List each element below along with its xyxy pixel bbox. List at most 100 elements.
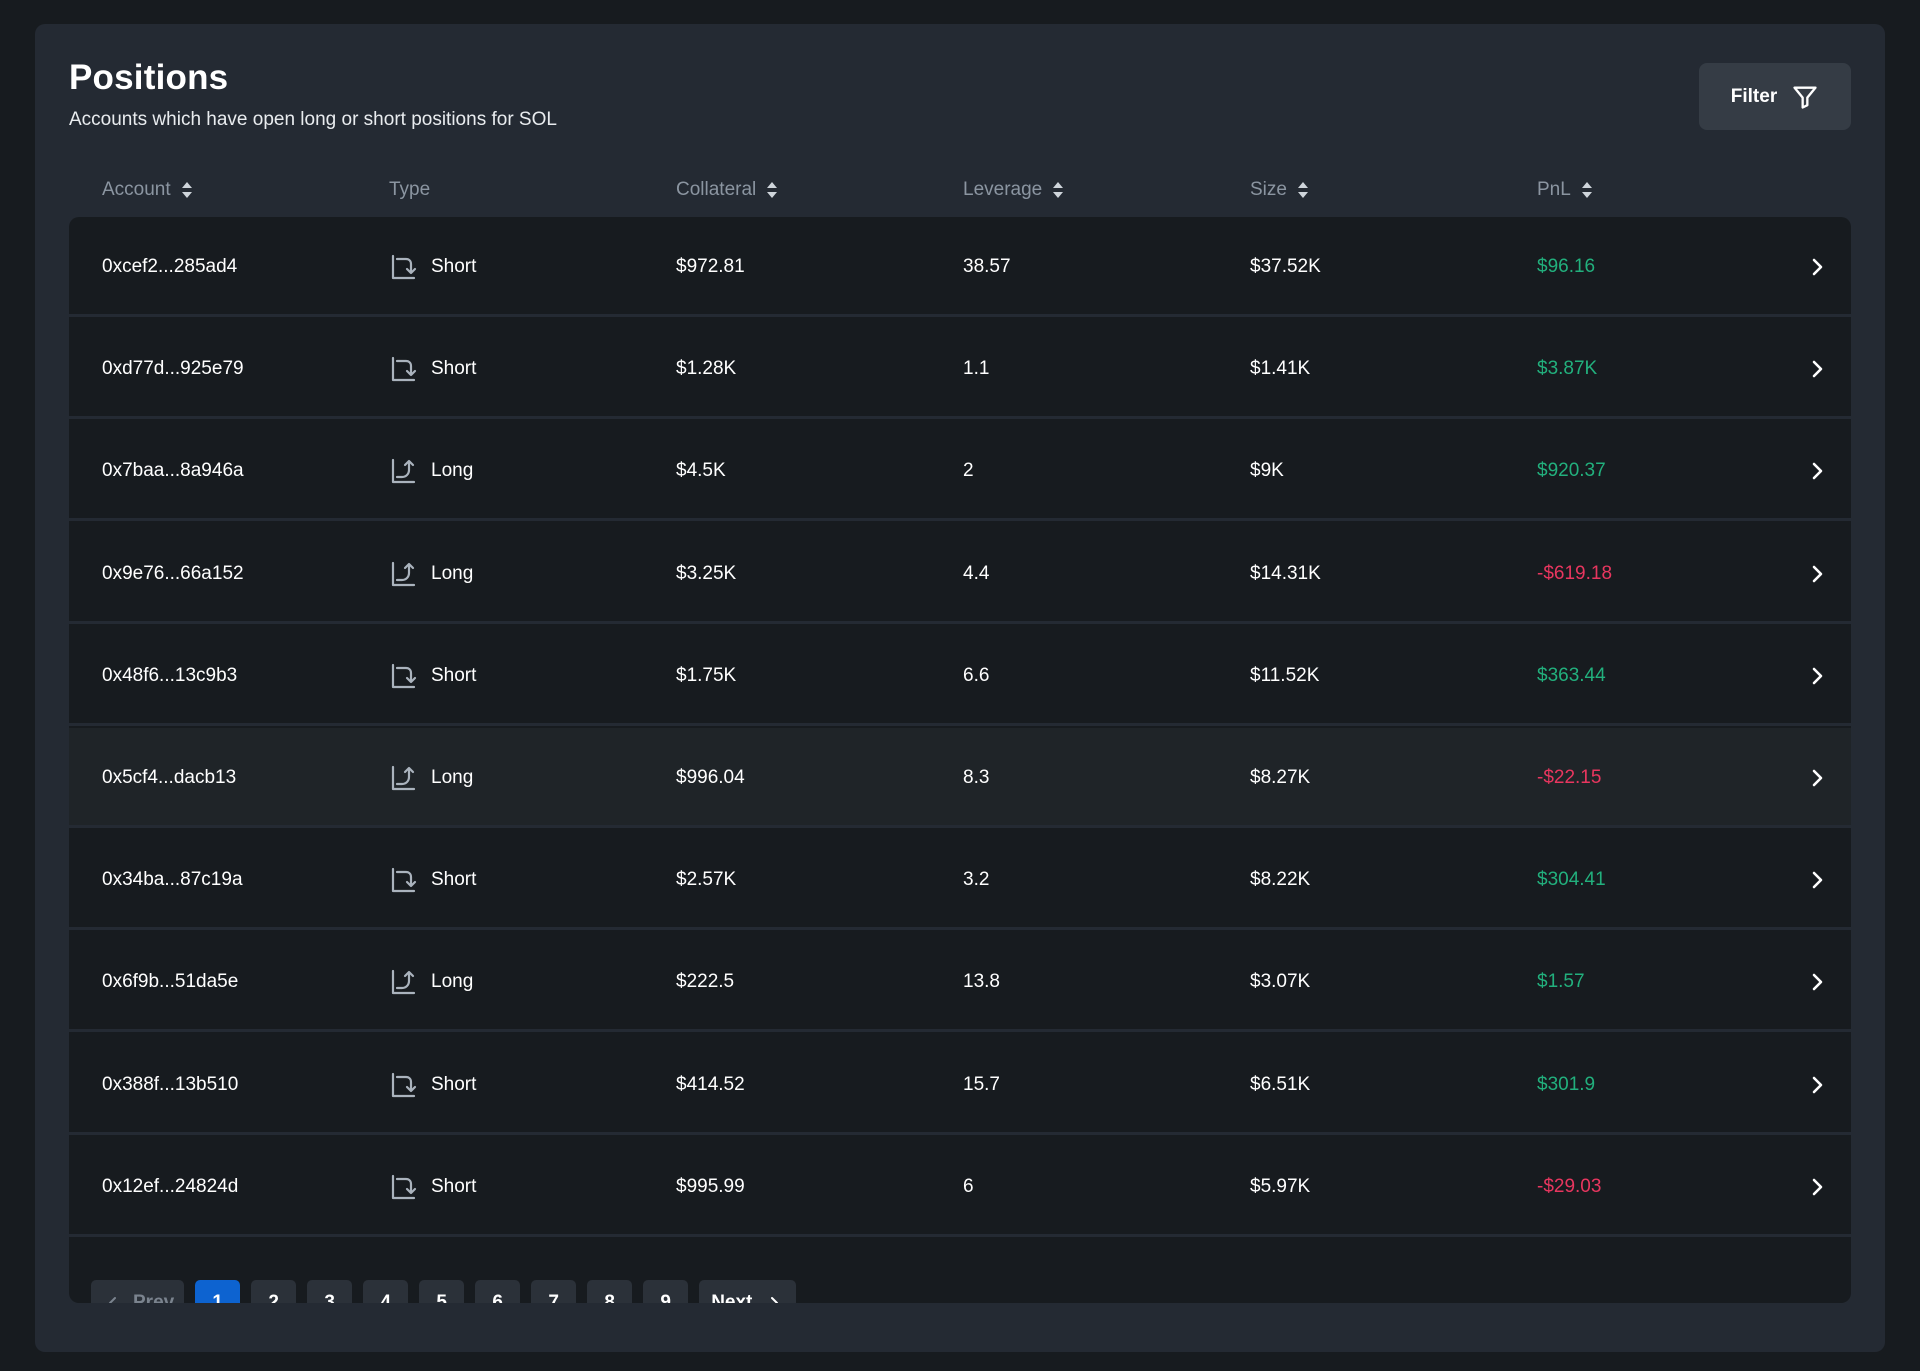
type-label: Short <box>431 358 477 379</box>
type-label: Long <box>431 460 474 481</box>
account-cell: 0x48f6...13c9b3 <box>102 665 238 686</box>
column-header-label: Type <box>389 179 431 200</box>
page-button[interactable]: 4 <box>363 1280 409 1303</box>
trend-down-arrow-icon <box>391 1174 417 1200</box>
chevron-right-icon <box>1812 565 1823 583</box>
leverage-cell: 4.4 <box>963 563 990 584</box>
collateral-cell: $414.52 <box>676 1074 745 1095</box>
trend-down-arrow-icon <box>391 254 417 280</box>
table-row[interactable]: 0xcef2...285ad4 Short $972.81 38.57 $37.52K $… <box>69 217 1851 317</box>
type-label: Short <box>431 1176 477 1197</box>
size-cell: $3.07K <box>1250 971 1311 992</box>
type-cell: Long <box>389 524 473 624</box>
pnl-cell: $3.87K <box>1537 358 1598 379</box>
sort-updown-icon <box>1581 182 1592 198</box>
leverage-cell: 6 <box>963 1176 974 1197</box>
column-header-pnl[interactable]: PnL <box>1537 164 1593 216</box>
page-button[interactable]: 3 <box>307 1280 353 1303</box>
pnl-cell: $363.44 <box>1537 665 1606 686</box>
trend-down-arrow-icon <box>391 1072 417 1098</box>
page-button[interactable]: 8 <box>587 1280 633 1303</box>
column-header-label: PnL <box>1537 179 1571 200</box>
next-label: Next <box>711 1291 753 1304</box>
pnl-cell: $301.9 <box>1537 1074 1596 1095</box>
trend-up-arrow-icon <box>391 969 416 995</box>
account-cell: 0x12ef...24824d <box>102 1176 239 1197</box>
pnl-cell: $920.37 <box>1537 460 1606 481</box>
page-button[interactable]: 1 <box>195 1280 241 1303</box>
trend-down-arrow-icon <box>391 663 417 689</box>
table-row[interactable]: 0x9e76...66a152 Long $3.25K 4.4 $14.31K -$619… <box>69 524 1851 624</box>
leverage-cell: 2 <box>963 460 974 481</box>
sort-updown-icon <box>767 182 778 198</box>
page-subtitle: Accounts which have open long or short p… <box>69 109 557 130</box>
account-cell: 0xd77d...925e79 <box>102 358 244 379</box>
filter-button-label: Filter <box>1730 85 1778 107</box>
type-cell: Long <box>389 421 473 521</box>
type-label: Short <box>431 665 477 686</box>
prev-page-button[interactable]: Prev <box>91 1280 185 1304</box>
type-label: Long <box>431 767 474 788</box>
account-cell: 0x6f9b...51da5e <box>102 971 239 992</box>
page-button[interactable]: 9 <box>643 1280 689 1303</box>
collateral-cell: $972.81 <box>676 256 745 277</box>
size-cell: $1.41K <box>1250 358 1311 379</box>
page-button[interactable]: 7 <box>531 1280 577 1303</box>
pnl-cell: $1.57 <box>1537 971 1585 992</box>
column-header-label: Collateral <box>676 179 757 200</box>
column-header-account[interactable]: Account <box>102 164 193 216</box>
size-cell: $8.27K <box>1250 767 1311 788</box>
column-header-size[interactable]: Size <box>1250 164 1309 216</box>
table-row[interactable]: 0x6f9b...51da5e Long $222.5 13.8 $3.07K $1.57 <box>69 932 1851 1032</box>
size-cell: $14.31K <box>1250 563 1321 584</box>
table-row[interactable]: 0x12ef...24824d Short $995.99 6 $5.97K -$29.0… <box>69 1137 1851 1237</box>
account-cell: 0xcef2...285ad4 <box>102 256 238 277</box>
type-label: Long <box>431 971 474 992</box>
table-row[interactable]: 0x388f...13b510 Short $414.52 15.7 $6.51K $30… <box>69 1035 1851 1135</box>
page-button[interactable]: 5 <box>419 1280 465 1303</box>
pagination: Prev 1 2 3 4 5 6 7 8 9 Next <box>91 1280 797 1304</box>
page-button[interactable]: 6 <box>475 1280 521 1303</box>
size-cell: $6.51K <box>1250 1074 1311 1095</box>
size-cell: $8.22K <box>1250 869 1311 890</box>
leverage-cell: 1.1 <box>963 358 990 379</box>
column-header-label: Size <box>1250 179 1287 200</box>
trend-down-arrow-icon <box>391 867 417 893</box>
table-row[interactable]: 0x48f6...13c9b3 Short $1.75K 6.6 $11.52K $363… <box>69 626 1851 726</box>
account-cell: 0x7baa...8a946a <box>102 460 244 481</box>
column-header-collateral[interactable]: Collateral <box>676 164 778 216</box>
leverage-cell: 13.8 <box>963 971 1000 992</box>
type-cell: Short <box>389 1035 476 1135</box>
type-cell: Short <box>389 319 476 419</box>
table-row[interactable]: 0x34ba...87c19a Short $2.57K 3.2 $8.22K $304.… <box>69 830 1851 930</box>
chevron-right-icon <box>1812 1178 1823 1196</box>
column-header-leverage[interactable]: Leverage <box>963 164 1064 216</box>
account-cell: 0x34ba...87c19a <box>102 869 243 890</box>
column-header-type: Type <box>389 164 430 216</box>
collateral-cell: $996.04 <box>676 767 745 788</box>
sort-updown-icon <box>1053 182 1064 198</box>
prev-label: Prev <box>133 1291 175 1304</box>
table-row[interactable]: 0x7baa...8a946a Long $4.5K 2 $9K $920.37 <box>69 421 1851 521</box>
collateral-cell: $2.57K <box>676 869 737 890</box>
type-cell: Short <box>389 830 476 930</box>
chevron-right-icon <box>1812 360 1823 378</box>
chevron-right-icon <box>1812 973 1823 991</box>
pnl-cell: -$22.15 <box>1537 767 1602 788</box>
table-row[interactable]: 0xd77d...925e79 Short $1.28K 1.1 $1.41K $3.87… <box>69 319 1851 419</box>
trend-up-arrow-icon <box>391 765 416 791</box>
type-label: Long <box>431 563 474 584</box>
collateral-cell: $4.5K <box>676 460 726 481</box>
next-page-button[interactable]: Next <box>699 1280 797 1304</box>
pnl-cell: $304.41 <box>1537 869 1606 890</box>
collateral-cell: $3.25K <box>676 563 737 584</box>
filter-button[interactable]: Filter <box>1699 63 1851 130</box>
filter-funnel-icon <box>1793 86 1817 109</box>
chevron-right-icon <box>1812 1076 1823 1094</box>
page-button[interactable]: 2 <box>251 1280 297 1303</box>
chevron-right-icon <box>1812 258 1823 276</box>
table-row[interactable]: 0x5cf4...dacb13 Long $996.04 8.3 $8.27K -$22.… <box>69 728 1851 828</box>
chevron-right-icon <box>771 1296 779 1303</box>
type-cell: Short <box>389 1137 476 1237</box>
sort-updown-icon <box>1297 182 1308 198</box>
